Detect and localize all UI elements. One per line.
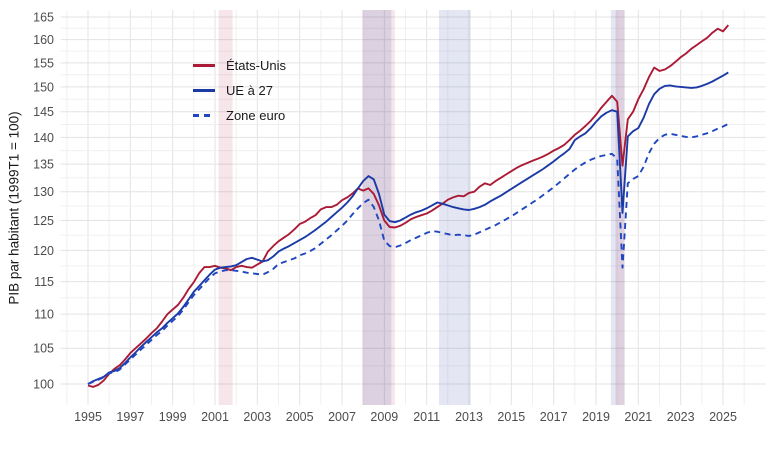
us-recession-band [362, 10, 395, 405]
y-tick-label: 155 [33, 56, 54, 70]
x-tick-label: 2023 [667, 410, 695, 424]
euro-recession-band [610, 10, 625, 405]
y-tick-label: 130 [33, 185, 54, 199]
legend-item-ue-27: UE à 27 [193, 78, 286, 103]
legend-item-etats-unis: États-Unis [193, 53, 286, 78]
y-tick-label: 120 [33, 244, 54, 258]
x-tick-label: 1999 [159, 410, 187, 424]
series-line-zone-euro [87, 123, 729, 385]
x-tick-label: 2021 [624, 410, 652, 424]
y-tick-label: 105 [33, 342, 54, 356]
x-tick-label: 2013 [455, 410, 483, 424]
x-tick-label: 2011 [413, 410, 440, 424]
x-tick-label: 2025 [709, 410, 737, 424]
x-tick-label: 2017 [540, 410, 568, 424]
y-tick-label: 110 [34, 308, 54, 322]
y-tick-label: 165 [33, 11, 54, 25]
x-tick-label: 2015 [497, 410, 525, 424]
x-tick-label: 1995 [74, 410, 102, 424]
y-tick-label: 140 [33, 131, 54, 145]
legend-item-zone-euro: Zone euro [193, 103, 286, 128]
y-axis-title: PIB par habitant (1999T1 = 100) [6, 111, 22, 305]
legend-label-etats-unis: États-Unis [226, 58, 286, 73]
legend-label-zone-euro: Zone euro [226, 108, 286, 123]
y-tick-label: 135 [33, 158, 54, 172]
x-tick-label: 2007 [328, 410, 356, 424]
series-line-ue-27 [87, 71, 729, 385]
eu-line-swatch-icon [193, 89, 215, 92]
x-tick-label: 2009 [370, 410, 398, 424]
y-tick-label: 125 [33, 214, 54, 228]
euro-line-swatch-icon [193, 114, 215, 117]
x-tick-label: 1997 [116, 410, 144, 424]
y-tick-label: 145 [33, 105, 54, 119]
x-tick-label: 2003 [243, 410, 271, 424]
y-tick-label: 100 [33, 378, 54, 392]
y-tick-label: 115 [34, 275, 54, 289]
y-tick-label: 150 [33, 80, 54, 94]
legend: États-Unis UE à 27 Zone euro [193, 53, 286, 128]
x-tick-label: 2001 [201, 410, 229, 424]
legend-label-ue-27: UE à 27 [226, 83, 273, 98]
series-line-etats-unis [87, 24, 730, 388]
euro-recession-band [363, 10, 392, 405]
y-tick-label: 160 [33, 33, 54, 47]
us-line-swatch-icon [193, 64, 215, 67]
x-tick-label: 2019 [582, 410, 610, 424]
us-recession-band [218, 10, 233, 405]
x-tick-label: 2005 [286, 410, 314, 424]
